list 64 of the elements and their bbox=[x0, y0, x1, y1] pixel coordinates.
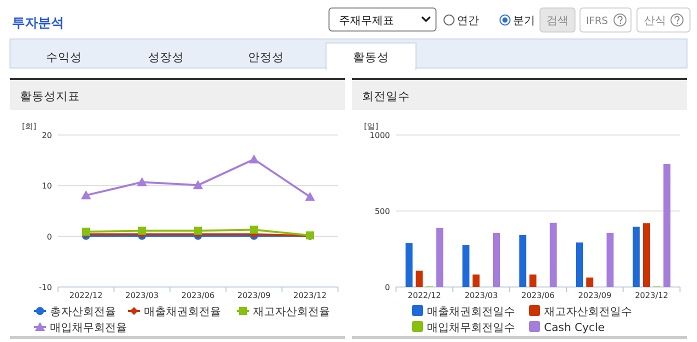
text: 산식 bbox=[644, 14, 666, 27]
y-axis-title: [회] bbox=[22, 122, 36, 131]
legend-label: 매입채무회전일수 bbox=[427, 321, 515, 334]
bar bbox=[550, 222, 557, 287]
bar bbox=[586, 278, 594, 287]
x-tick-label: 2023/12 bbox=[634, 291, 668, 300]
x-tick-label: 2022/12 bbox=[69, 291, 103, 300]
legend-label: 매입채무회전율 bbox=[50, 321, 127, 334]
point bbox=[250, 226, 258, 234]
bar bbox=[436, 228, 444, 287]
bar bbox=[462, 245, 470, 287]
x-tick-label: 2022/12 bbox=[408, 291, 442, 300]
bar bbox=[576, 242, 583, 287]
text: 분기 bbox=[513, 14, 535, 27]
text: IFRS bbox=[586, 16, 608, 27]
legend-label: 총자산회전율 bbox=[50, 305, 116, 318]
y-tick-label: 20 bbox=[42, 131, 52, 140]
y-tick-label: 1000 bbox=[370, 131, 390, 140]
point bbox=[249, 154, 259, 164]
point bbox=[82, 228, 90, 236]
point bbox=[81, 190, 91, 200]
chart-title: 회전일수 bbox=[362, 89, 410, 103]
bar bbox=[663, 164, 670, 287]
y-tick-label: 10 bbox=[42, 182, 52, 191]
y-tick-label: 0 bbox=[384, 283, 390, 292]
x-tick-label: 2023/12 bbox=[293, 291, 327, 300]
bar bbox=[643, 223, 650, 287]
point bbox=[194, 226, 202, 235]
x-tick-label: 2023/09 bbox=[578, 291, 612, 300]
x-tick-label: 2023/06 bbox=[181, 291, 215, 300]
y-tick-label: -10 bbox=[38, 283, 52, 292]
point bbox=[137, 177, 147, 186]
x-tick-label: 2023/06 bbox=[521, 291, 555, 300]
text: 투자분석 bbox=[12, 16, 64, 31]
text: 검색 bbox=[546, 14, 568, 27]
point bbox=[138, 226, 146, 235]
text: 연간 bbox=[457, 14, 479, 27]
chart-title: 활동성지표 bbox=[20, 89, 80, 103]
y-tick-label: 500 bbox=[374, 207, 390, 216]
legend-label: 재고자산회전율 bbox=[253, 305, 330, 318]
legend-label: 매출채권회전일수 bbox=[427, 305, 515, 318]
bar bbox=[606, 232, 614, 287]
bar bbox=[529, 274, 536, 287]
text: 성장성 bbox=[148, 50, 184, 64]
bar bbox=[519, 235, 526, 287]
point bbox=[193, 180, 203, 190]
x-tick-label: 2023/03 bbox=[125, 291, 159, 300]
legend-label: 재고자산회전일수 bbox=[544, 305, 632, 318]
bar bbox=[493, 232, 500, 287]
y-axis-title: [일] bbox=[364, 122, 378, 131]
legend-label: Cash Cycle bbox=[544, 321, 605, 334]
bar bbox=[632, 226, 640, 287]
y-tick-label: 0 bbox=[46, 232, 52, 242]
legend-label: 매출채권회전율 bbox=[144, 305, 221, 318]
text: 주재무제표 bbox=[339, 14, 394, 27]
text: 활동성 bbox=[353, 50, 389, 64]
text: 안정성 bbox=[248, 50, 284, 64]
point bbox=[305, 192, 315, 201]
bar bbox=[406, 243, 413, 287]
bar bbox=[416, 270, 423, 287]
x-tick-label: 2023/03 bbox=[464, 291, 498, 300]
x-tick-label: 2023/09 bbox=[237, 291, 271, 300]
bar bbox=[472, 274, 480, 287]
text: 수익성 bbox=[46, 50, 82, 64]
